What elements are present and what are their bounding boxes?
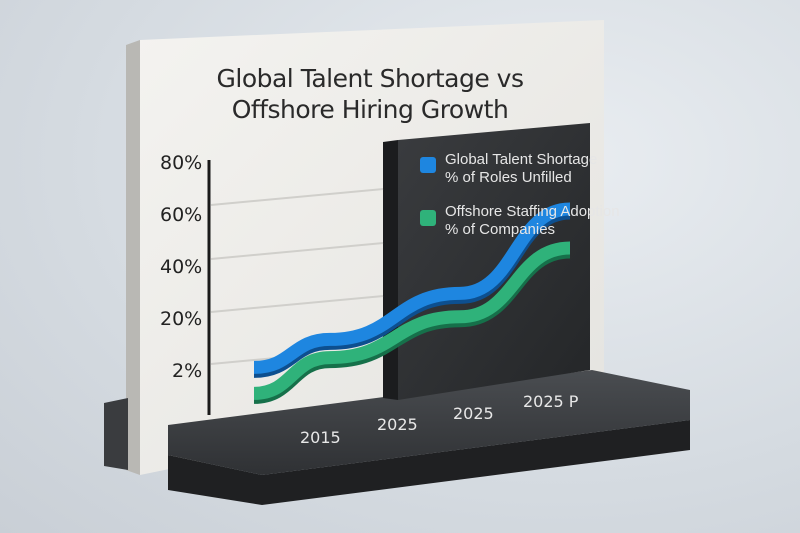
gridline xyxy=(210,295,384,313)
y-tick-label: 80% xyxy=(160,152,202,174)
legend-series-name: Offshore Staffing Adoption xyxy=(445,203,620,220)
y-tick-label: 40% xyxy=(160,256,202,278)
chart-title-line-1: Global Talent Shortage vs xyxy=(216,64,525,93)
x-tick-labels: 2015 2025 2025 2025 P xyxy=(300,392,579,447)
series-lines xyxy=(253,202,571,404)
series-line-offshore-adoption xyxy=(253,241,571,400)
y-tick-label: 60% xyxy=(160,204,202,226)
y-tick-label: 20% xyxy=(160,308,202,330)
base-front xyxy=(168,420,690,505)
legend-panel-side xyxy=(383,140,398,400)
series-line-talent-shortage xyxy=(253,202,571,374)
left-base-block xyxy=(104,398,128,470)
legend-series-unit: % of Companies xyxy=(445,221,556,238)
legend-label-talent-shortage: Global Talent Shortage % of Roles Unfill… xyxy=(445,151,597,187)
legend-swatch-talent-shortage xyxy=(420,157,436,173)
x-tick-label: 2015 xyxy=(300,428,341,447)
chart-title-line-2: Offshore Hiring Growth xyxy=(231,95,509,124)
gridline xyxy=(210,242,384,260)
legend-swatch-offshore-adoption xyxy=(420,210,436,226)
x-tick-label: 2025 xyxy=(453,404,494,423)
y-tick-label: 2% xyxy=(172,360,202,382)
legend-panel xyxy=(398,123,590,400)
back-board-side xyxy=(126,40,140,475)
gridline xyxy=(210,188,384,206)
y-tick-labels: 80% 60% 40% 20% 2% xyxy=(160,152,202,382)
legend-series-name: Global Talent Shortage xyxy=(445,151,598,168)
x-tick-label: 2025 xyxy=(377,415,418,434)
x-tick-label: 2025 P xyxy=(523,392,579,411)
legend-label-offshore-adoption: Offshore Staffing Adoption % of Companie… xyxy=(445,203,620,239)
legend-series-unit: % of Roles Unfilled xyxy=(445,169,572,186)
base-top xyxy=(168,370,690,475)
